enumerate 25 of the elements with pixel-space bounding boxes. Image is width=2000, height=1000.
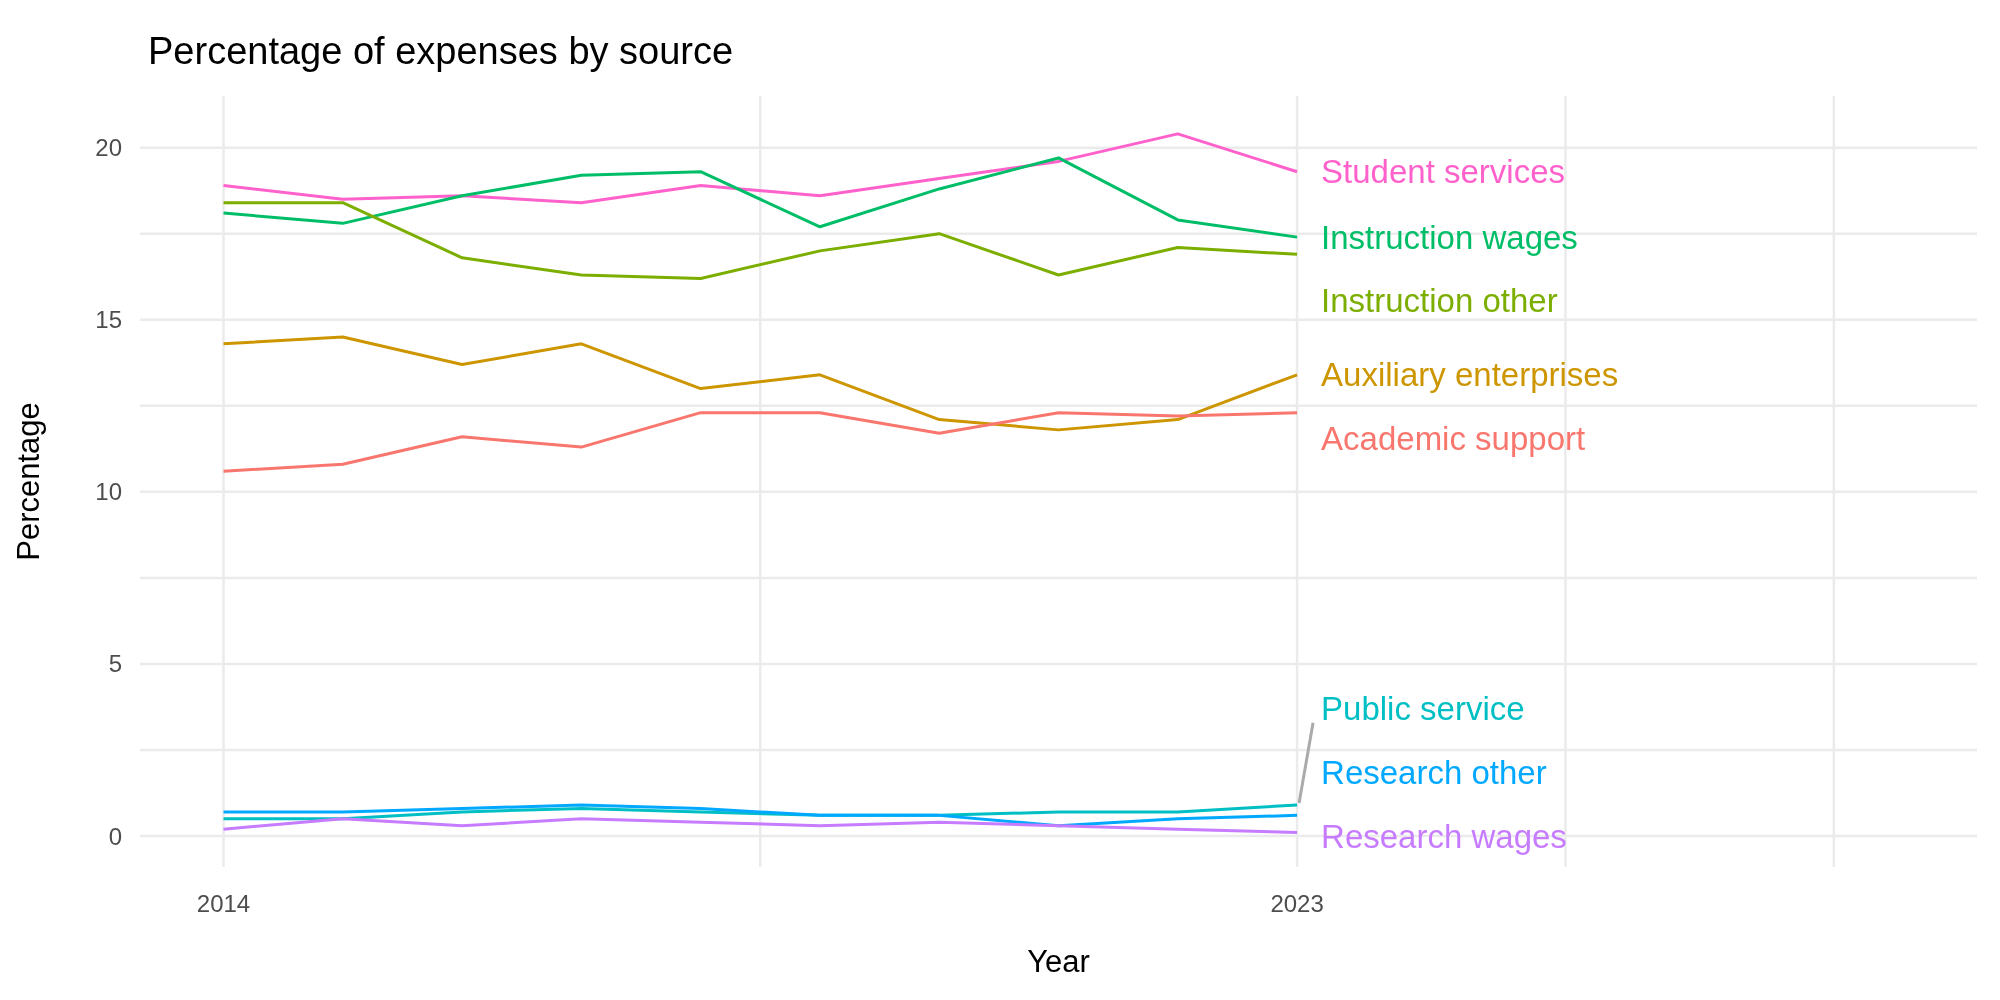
x-tick-label: 2023 bbox=[1270, 890, 1324, 918]
series-label: Research other bbox=[1321, 753, 1547, 791]
text: Public service bbox=[1321, 690, 1525, 728]
series-label: Research wages bbox=[1321, 817, 1567, 855]
y-tick-label: 5 bbox=[108, 650, 122, 678]
x-axis-title: Year bbox=[1027, 944, 1090, 979]
series-label: Academic support bbox=[1321, 419, 1586, 457]
y-tick-label: 15 bbox=[95, 306, 122, 334]
x-tick-label: 2014 bbox=[196, 890, 251, 918]
line-series bbox=[222, 335, 1299, 432]
series-label: Instruction wages bbox=[1321, 218, 1578, 256]
series-label: Student services bbox=[1321, 153, 1566, 191]
line-series bbox=[222, 132, 1299, 205]
line-series bbox=[222, 411, 1299, 473]
line-series bbox=[222, 803, 1299, 828]
line-series bbox=[222, 817, 1299, 835]
series-label: Instruction other bbox=[1321, 282, 1558, 320]
y-tick-label: 10 bbox=[95, 478, 122, 506]
y-tick-label: 20 bbox=[95, 134, 122, 162]
line-series bbox=[222, 201, 1299, 280]
series-label: Auxiliary enterprises bbox=[1321, 356, 1619, 394]
line-series bbox=[222, 156, 1299, 239]
y-axis-title: Percentage bbox=[11, 402, 47, 561]
y-tick-label: 0 bbox=[108, 822, 122, 850]
chart-title: Percentage of expenses by source bbox=[148, 30, 734, 73]
